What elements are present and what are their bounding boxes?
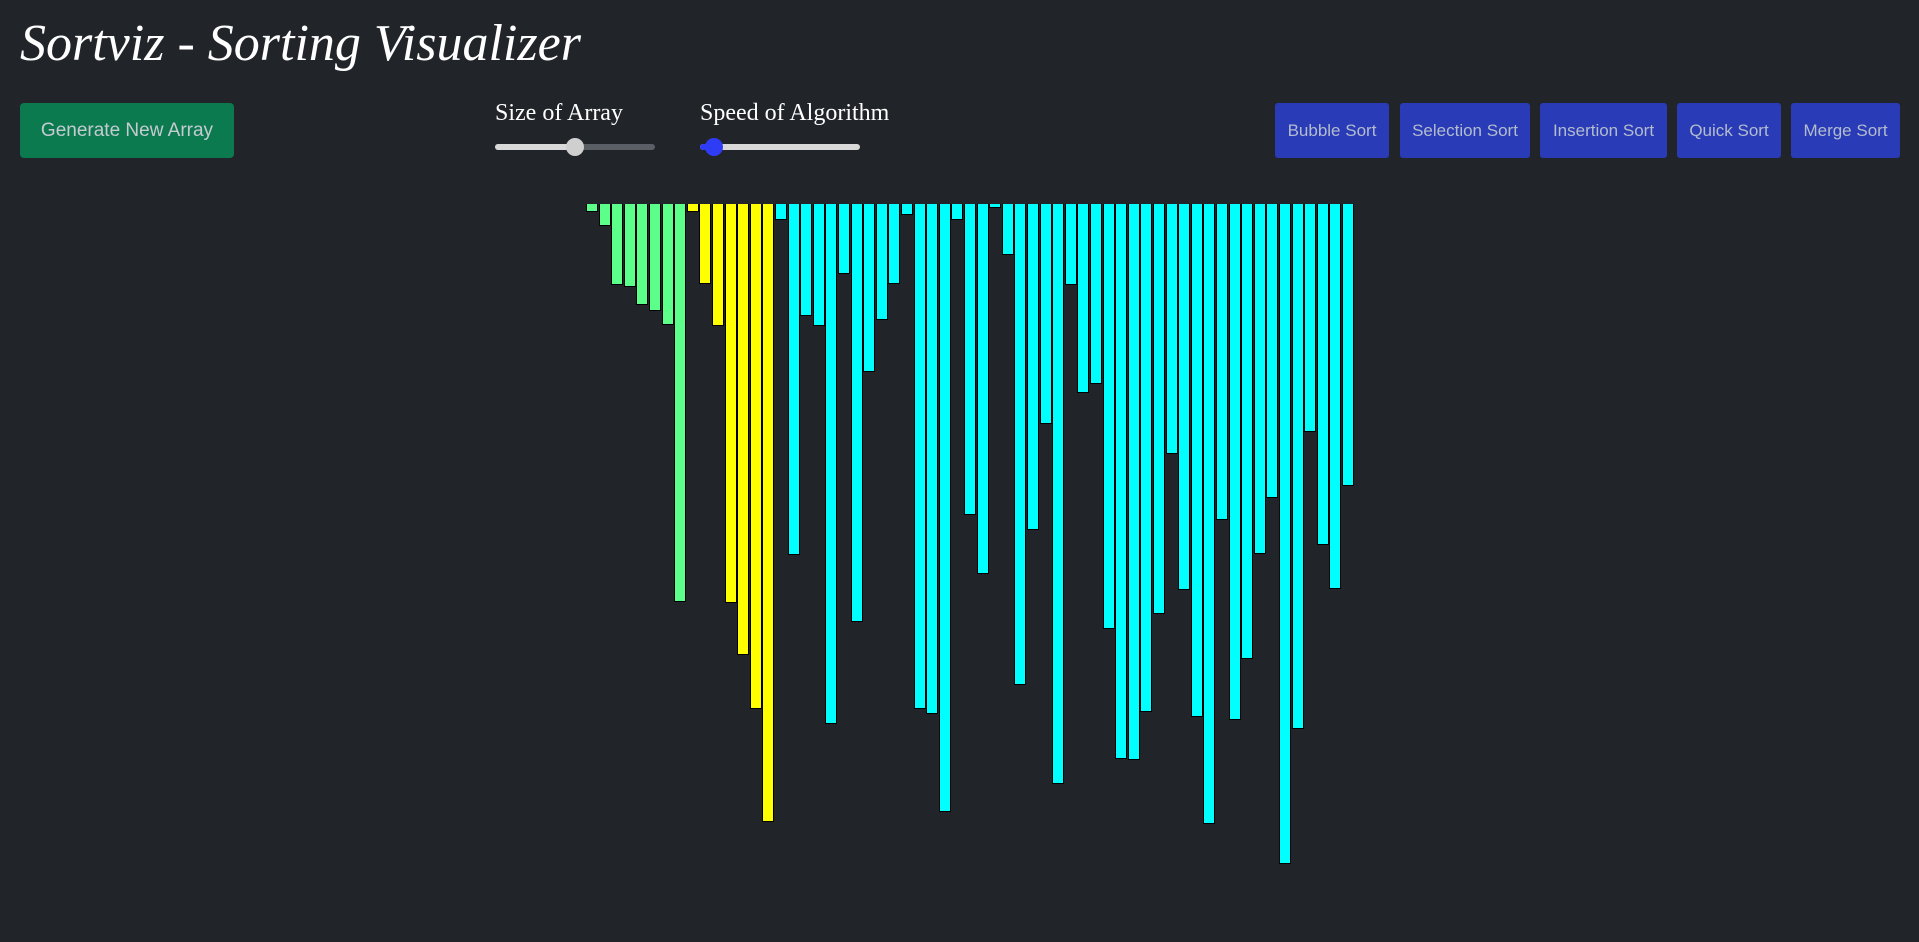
- array-bar: [1329, 204, 1341, 589]
- array-bar: [611, 204, 623, 285]
- array-bar: [775, 204, 787, 220]
- array-bar: [762, 204, 774, 822]
- array-bar: [636, 204, 648, 305]
- array-size-slider[interactable]: [495, 138, 655, 156]
- merge-sort-button[interactable]: Merge Sort: [1791, 103, 1900, 158]
- array-bar: [1153, 204, 1165, 614]
- array-size-fill: [495, 144, 575, 150]
- array-bar: [1317, 204, 1329, 545]
- array-bar: [1002, 204, 1014, 255]
- array-bar: [1115, 204, 1127, 759]
- array-bar: [750, 204, 762, 709]
- array-size-label: Size of Array: [495, 100, 623, 126]
- array-bar: [1254, 204, 1266, 554]
- array-bar: [1178, 204, 1190, 590]
- algorithm-speed-label: Speed of Algorithm: [700, 100, 890, 126]
- array-bar: [1027, 204, 1039, 530]
- array-bar: [951, 204, 963, 220]
- array-bar: [624, 204, 636, 287]
- array-bar: [1191, 204, 1203, 717]
- algorithm-speed-thumb[interactable]: [705, 138, 723, 156]
- array-bar: [699, 204, 711, 284]
- array-bar: [1304, 204, 1316, 432]
- insertion-sort-button[interactable]: Insertion Sort: [1540, 103, 1667, 158]
- array-bar: [1103, 204, 1115, 629]
- array-bar: [851, 204, 863, 622]
- array-bar: [1140, 204, 1152, 712]
- array-bar: [1203, 204, 1215, 824]
- array-bar: [1166, 204, 1178, 454]
- generate-array-button[interactable]: Generate New Array: [20, 103, 234, 158]
- array-bar: [737, 204, 749, 655]
- array-bar: [1052, 204, 1064, 784]
- array-bar: [863, 204, 875, 372]
- array-bar: [989, 204, 1001, 208]
- array-size-thumb[interactable]: [566, 138, 584, 156]
- array-bar: [712, 204, 724, 326]
- array-bar: [939, 204, 951, 812]
- array-bar: [662, 204, 674, 325]
- array-bar: [1065, 204, 1077, 285]
- array-bar: [725, 204, 737, 603]
- selection-sort-button[interactable]: Selection Sort: [1400, 103, 1530, 158]
- array-bar: [1014, 204, 1026, 685]
- array-bar: [1292, 204, 1304, 729]
- array-bar: [1128, 204, 1140, 760]
- array-bar: [1279, 204, 1291, 864]
- array-bar: [813, 204, 825, 326]
- page-title: Sortviz - Sorting Visualizer: [20, 15, 581, 72]
- array-bar: [964, 204, 976, 515]
- array-bar: [876, 204, 888, 320]
- array-bar: [1342, 204, 1354, 486]
- algorithm-speed-slider[interactable]: [700, 138, 860, 156]
- array-bar: [1077, 204, 1089, 393]
- array-bar: [586, 204, 598, 212]
- array-bar: [674, 204, 686, 602]
- array-bar: [788, 204, 800, 555]
- array-bar: [1040, 204, 1052, 424]
- array-bar: [926, 204, 938, 714]
- array-bar: [687, 204, 699, 212]
- array-bar: [649, 204, 661, 311]
- array-bar: [599, 204, 611, 226]
- array-bar: [800, 204, 812, 316]
- array-bar: [977, 204, 989, 574]
- array-bar: [1266, 204, 1278, 498]
- array-bar: [888, 204, 900, 284]
- array-bar: [1229, 204, 1241, 720]
- algorithm-speed-track: [700, 144, 860, 150]
- quick-sort-button[interactable]: Quick Sort: [1677, 103, 1781, 158]
- array-bar: [914, 204, 926, 709]
- array-bar: [1241, 204, 1253, 659]
- array-bar: [901, 204, 913, 215]
- array-bar: [1090, 204, 1102, 384]
- bubble-sort-button[interactable]: Bubble Sort: [1275, 103, 1389, 158]
- array-bar: [1216, 204, 1228, 520]
- array-bar: [838, 204, 850, 274]
- array-bar: [825, 204, 837, 724]
